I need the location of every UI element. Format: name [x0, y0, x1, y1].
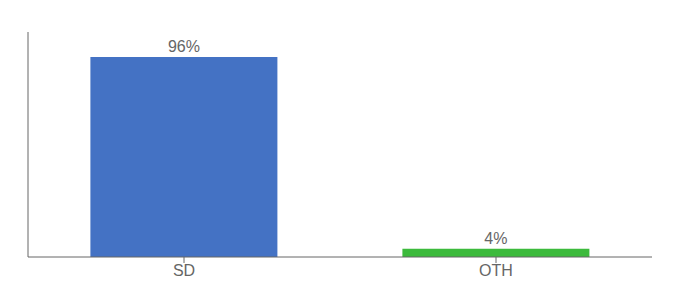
svg-text:OTH: OTH	[479, 262, 513, 279]
svg-text:SD: SD	[173, 262, 195, 279]
svg-text:96%: 96%	[168, 38, 200, 55]
svg-text:4%: 4%	[484, 230, 507, 247]
